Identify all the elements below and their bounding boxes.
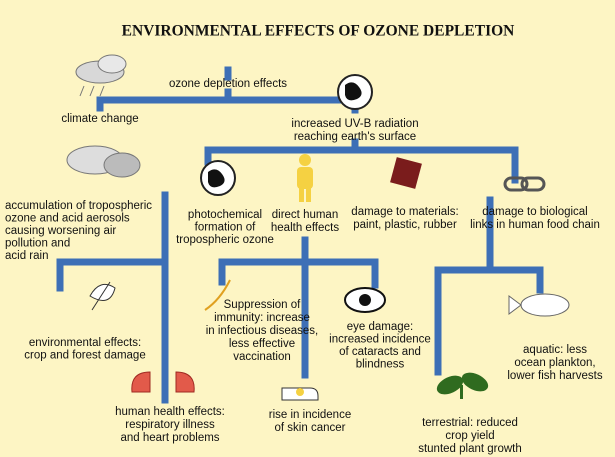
node-label: tropospheric ozone	[176, 234, 274, 246]
node-label: pollution and	[5, 238, 70, 250]
skin-spot	[296, 388, 304, 396]
node-label: reaching earth's surface	[294, 131, 416, 143]
node-label: direct human	[272, 209, 338, 221]
node-label: lower fish harvests	[507, 370, 602, 382]
node-label: causing worsening air	[5, 225, 116, 237]
node-label: accumulation of tropospheric	[5, 200, 152, 212]
node-label: ozone depletion effects	[169, 78, 287, 90]
node-label: increased UV-B radiation	[291, 118, 418, 130]
node-label: less effective	[229, 338, 295, 350]
diagram: ENVIRONMENTAL EFFECTS OF OZONE DEPLETION…	[0, 0, 615, 457]
node-label: ozone and acid aerosols	[5, 213, 130, 225]
node-label: crop and forest damage	[24, 350, 145, 362]
eye-icon	[345, 288, 385, 312]
node-label: climate change	[61, 113, 138, 125]
node-label: photochemical	[188, 209, 262, 221]
node-label: formation of	[195, 222, 257, 234]
node-label: and heart problems	[120, 432, 219, 444]
node-label: terrestrial: reduced	[422, 417, 518, 429]
node-label: health effects	[271, 222, 339, 234]
page: ENVIRONMENTAL EFFECTS OF OZONE DEPLETION…	[0, 0, 615, 457]
node-label: acid rain	[5, 250, 48, 262]
node-label: crop yield	[445, 430, 494, 442]
node-label: paint, plastic, rubber	[353, 219, 457, 231]
node-label: links in human food chain	[470, 219, 600, 231]
node-label: stunted plant growth	[418, 443, 522, 455]
node-label: environmental effects:	[29, 337, 141, 349]
node-label: vaccination	[233, 351, 291, 363]
node-label: ocean plankton,	[514, 357, 595, 369]
node-label: increased incidence	[329, 334, 431, 346]
node-label: rise in incidence	[269, 409, 351, 421]
node-label: in infectious diseases,	[206, 325, 319, 337]
node-label: aquatic: less	[523, 344, 587, 356]
node-label: eye damage:	[347, 321, 414, 333]
title: ENVIRONMENTAL EFFECTS OF OZONE DEPLETION	[122, 23, 515, 40]
node-label: immunity: increase	[214, 312, 310, 324]
node-label: damage to materials:	[351, 206, 458, 218]
node-label: of skin cancer	[275, 422, 346, 434]
node-label: damage to biological	[482, 206, 588, 218]
node-label: blindness	[356, 359, 405, 371]
node-label: respiratory illness	[125, 419, 215, 431]
node-label: Suppression of	[224, 299, 302, 311]
node-label: human health effects:	[115, 406, 225, 418]
node-label: of cataracts and	[339, 346, 421, 358]
